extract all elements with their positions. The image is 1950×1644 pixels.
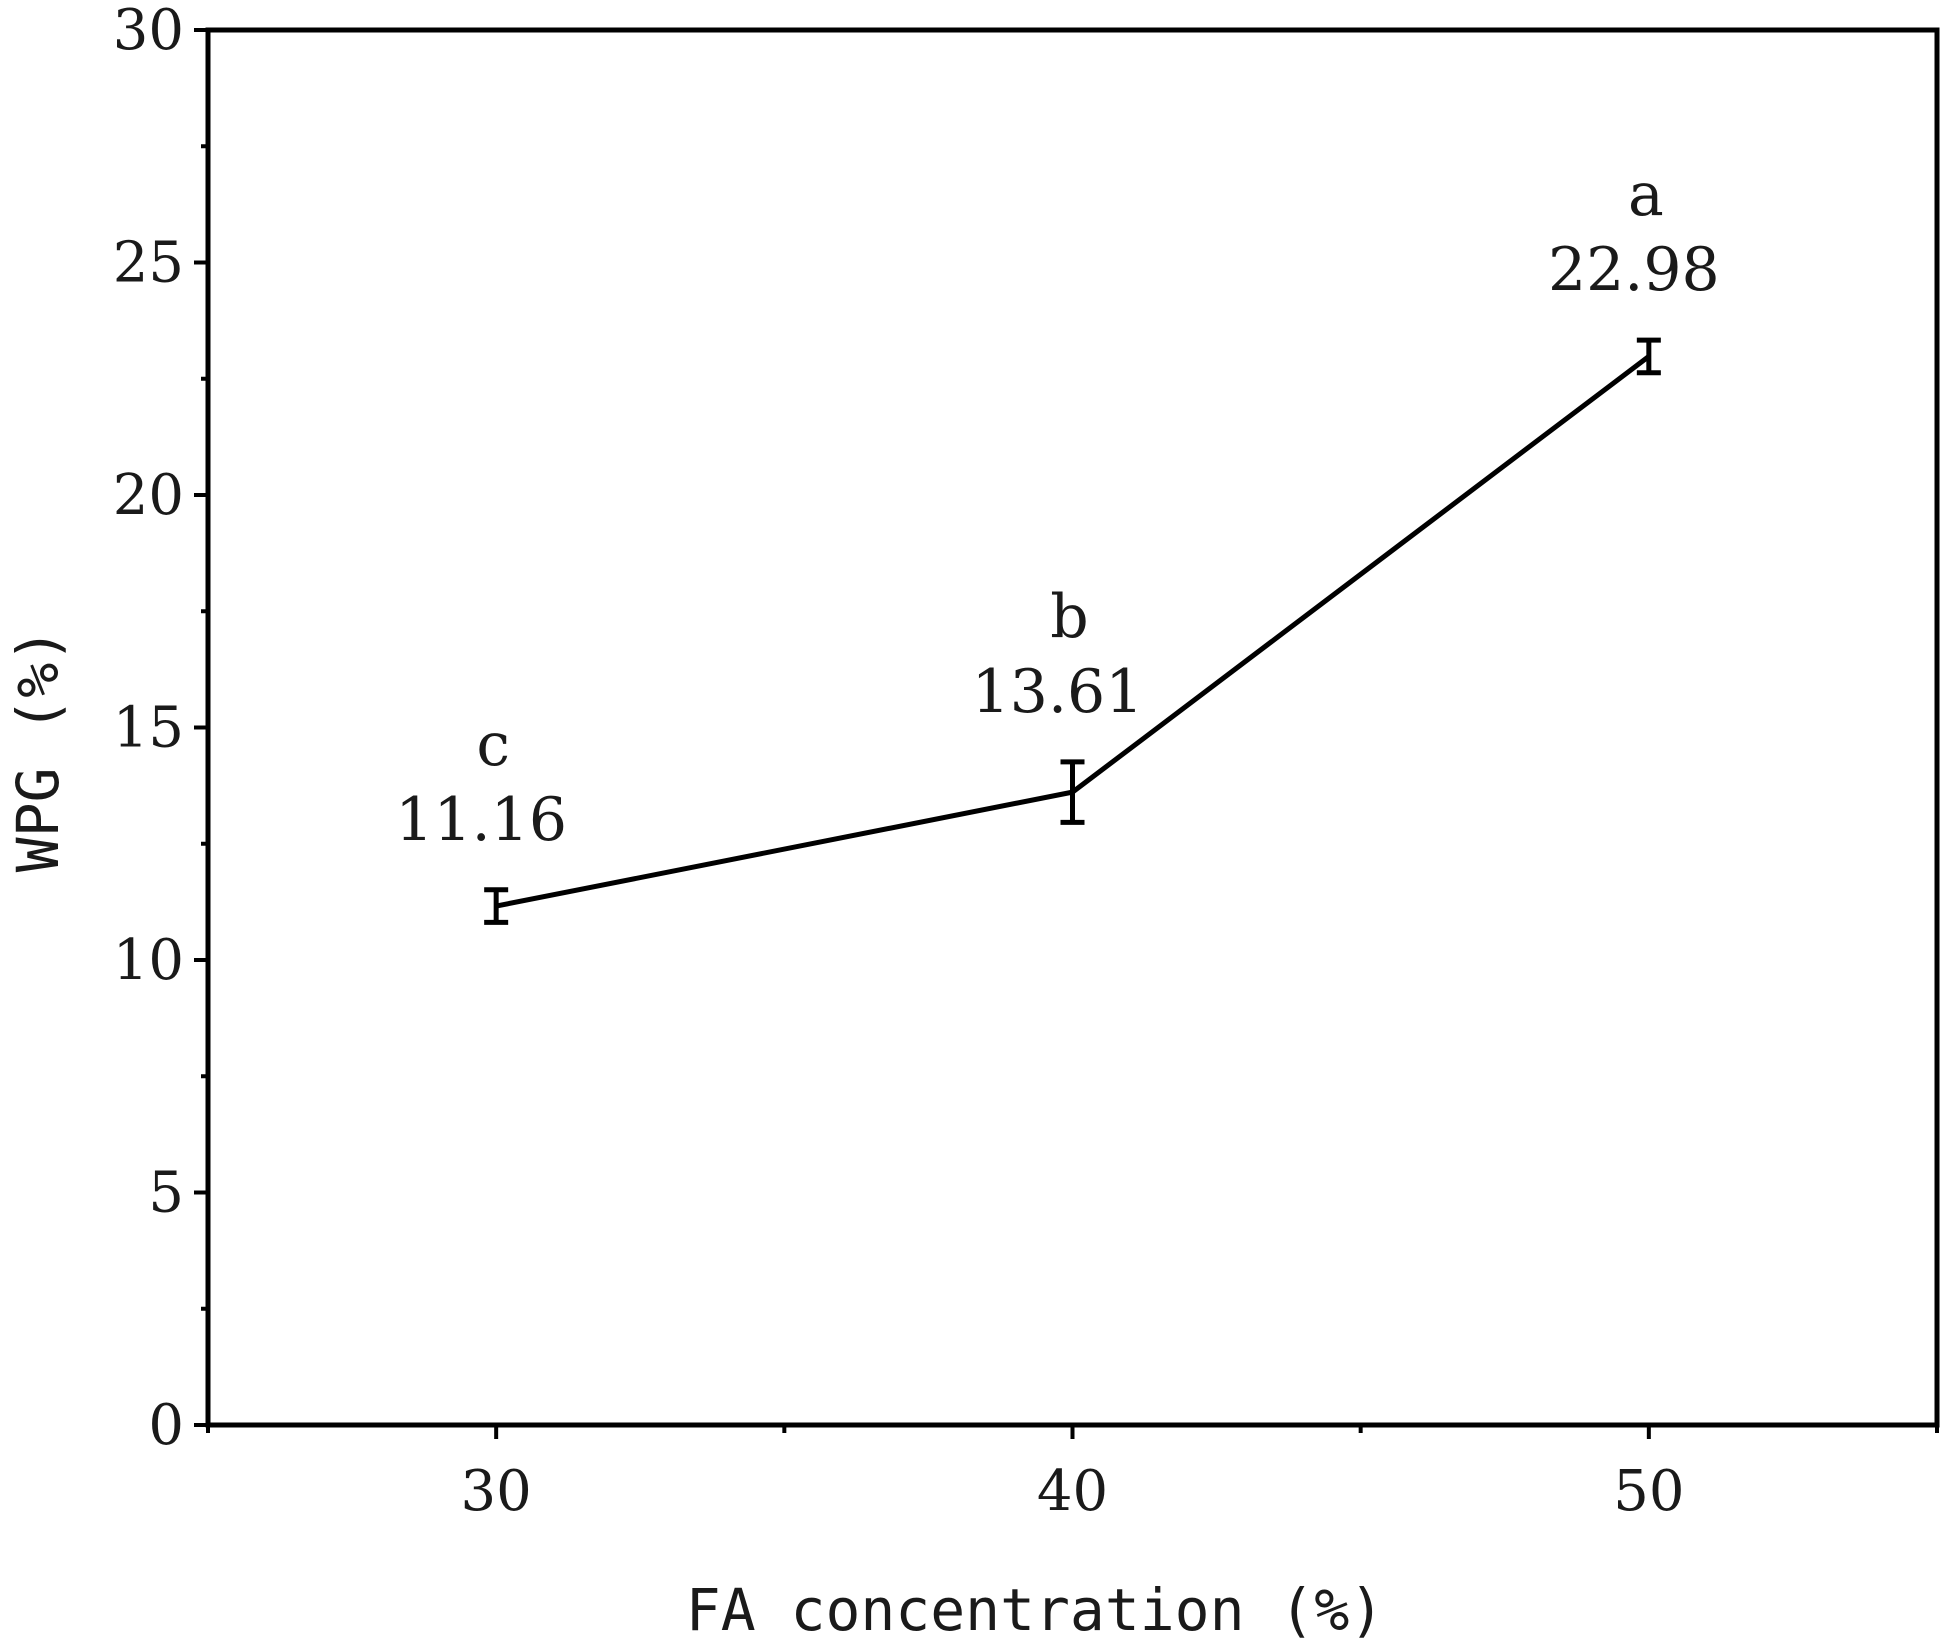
significance-letter: a (1628, 160, 1664, 230)
x-tick-label: 40 (1037, 1459, 1108, 1524)
data-value-label: 22.98 (1548, 235, 1720, 305)
y-tick-label: 20 (113, 463, 184, 528)
y-tick-label: 5 (148, 1161, 184, 1226)
y-tick-label: 30 (113, 0, 184, 63)
y-tick-label: 15 (113, 696, 184, 761)
significance-letter: b (1050, 582, 1088, 652)
error-bar (1636, 337, 1661, 376)
y-tick-label: 10 (113, 928, 184, 993)
data-value-label: 13.61 (972, 657, 1144, 727)
y-axis-label: WPG (%) (4, 628, 72, 872)
error-bar (484, 887, 509, 925)
x-tick-label: 50 (1613, 1459, 1684, 1524)
data-value-label: 11.16 (395, 785, 567, 855)
significance-letter: c (476, 710, 510, 780)
x-axis-label: FA concentration (%) (686, 1576, 1384, 1644)
y-tick-label: 0 (148, 1393, 184, 1458)
x-tick-label: 30 (461, 1459, 532, 1524)
series-layer (484, 337, 1661, 925)
data-labels: 11.16c 13.61b 22.98a (395, 160, 1719, 855)
error-bar (1060, 759, 1085, 825)
y-tick-label: 25 (113, 231, 184, 296)
axis-ticks: 0 5 10 15 20 25 30 30 40 50 (113, 0, 1939, 1524)
